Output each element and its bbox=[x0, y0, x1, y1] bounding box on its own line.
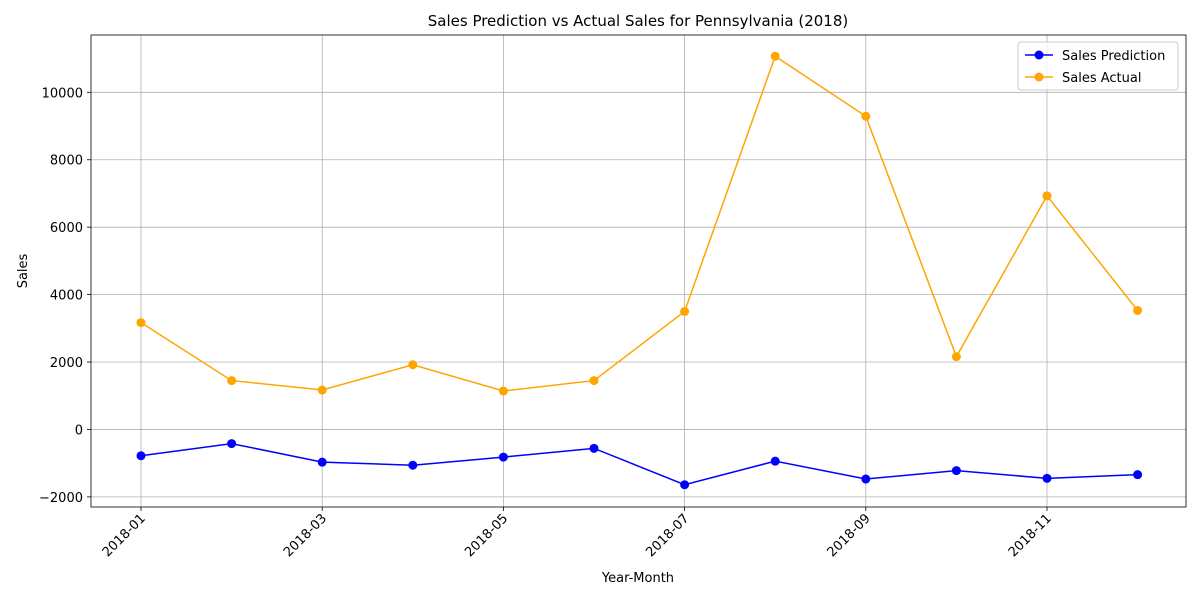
axis-ticks: 2018-01 2018-03 2018-05 2018-07 2018-09 2018-… bbox=[39, 86, 1055, 560]
x-tick-label: 2018-03 bbox=[281, 511, 330, 560]
y-tick-label: 10000 bbox=[42, 86, 83, 101]
data-point-prediction bbox=[136, 451, 146, 461]
data-point-prediction bbox=[227, 439, 237, 449]
data-point-prediction bbox=[770, 456, 780, 466]
legend-marker-prediction bbox=[1034, 50, 1044, 60]
data-point-actual bbox=[589, 376, 599, 386]
y-tick-label: 8000 bbox=[50, 154, 83, 169]
chart-title: Sales Prediction vs Actual Sales for Pen… bbox=[428, 12, 848, 30]
data-point-actual bbox=[680, 306, 690, 316]
data-point-actual bbox=[136, 318, 146, 328]
plot-frame bbox=[90, 34, 1187, 508]
y-axis-label: Sales bbox=[16, 253, 31, 288]
data-point-actual bbox=[227, 376, 237, 386]
series-line-actual bbox=[140, 55, 1139, 392]
x-axis-label: Year-Month bbox=[601, 571, 674, 586]
data-point-prediction bbox=[680, 480, 690, 490]
data-point-actual bbox=[770, 51, 780, 61]
y-tick-label: 0 bbox=[75, 423, 83, 438]
legend-box bbox=[1017, 41, 1179, 91]
x-tick-label: 2018-11 bbox=[1006, 511, 1055, 560]
data-point-actual bbox=[1042, 191, 1052, 201]
series-layer bbox=[136, 51, 1143, 490]
data-point-actual bbox=[498, 386, 508, 396]
data-point-prediction bbox=[951, 466, 961, 476]
data-point-prediction bbox=[408, 460, 418, 470]
data-point-actual bbox=[1133, 305, 1143, 315]
legend-label-prediction: Sales Prediction bbox=[1062, 49, 1165, 64]
data-point-prediction bbox=[1133, 470, 1143, 480]
y-tick-label: 4000 bbox=[50, 289, 83, 304]
data-point-actual bbox=[951, 352, 961, 362]
data-point-prediction bbox=[498, 452, 508, 462]
legend-marker-actual bbox=[1034, 72, 1044, 82]
data-point-actual bbox=[408, 360, 418, 370]
x-tick-label: 2018-05 bbox=[462, 511, 511, 560]
series-line-prediction bbox=[140, 442, 1138, 486]
data-point-prediction bbox=[317, 457, 327, 467]
y-tick-label: −2000 bbox=[39, 491, 83, 506]
x-tick-label: 2018-01 bbox=[100, 511, 149, 560]
x-tick-label: 2018-07 bbox=[643, 511, 692, 560]
legend-label-actual: Sales Actual bbox=[1062, 71, 1141, 86]
data-point-prediction bbox=[861, 474, 871, 484]
legend: Sales Prediction Sales Actual bbox=[1017, 41, 1179, 91]
y-tick-label: 6000 bbox=[50, 221, 83, 236]
x-tick-label: 2018-09 bbox=[825, 511, 874, 560]
data-point-prediction bbox=[1042, 473, 1052, 483]
data-point-actual bbox=[861, 111, 871, 121]
data-point-prediction bbox=[589, 443, 599, 453]
grid-lines bbox=[91, 35, 1186, 507]
y-tick-label: 2000 bbox=[50, 356, 83, 371]
data-point-actual bbox=[317, 385, 327, 395]
